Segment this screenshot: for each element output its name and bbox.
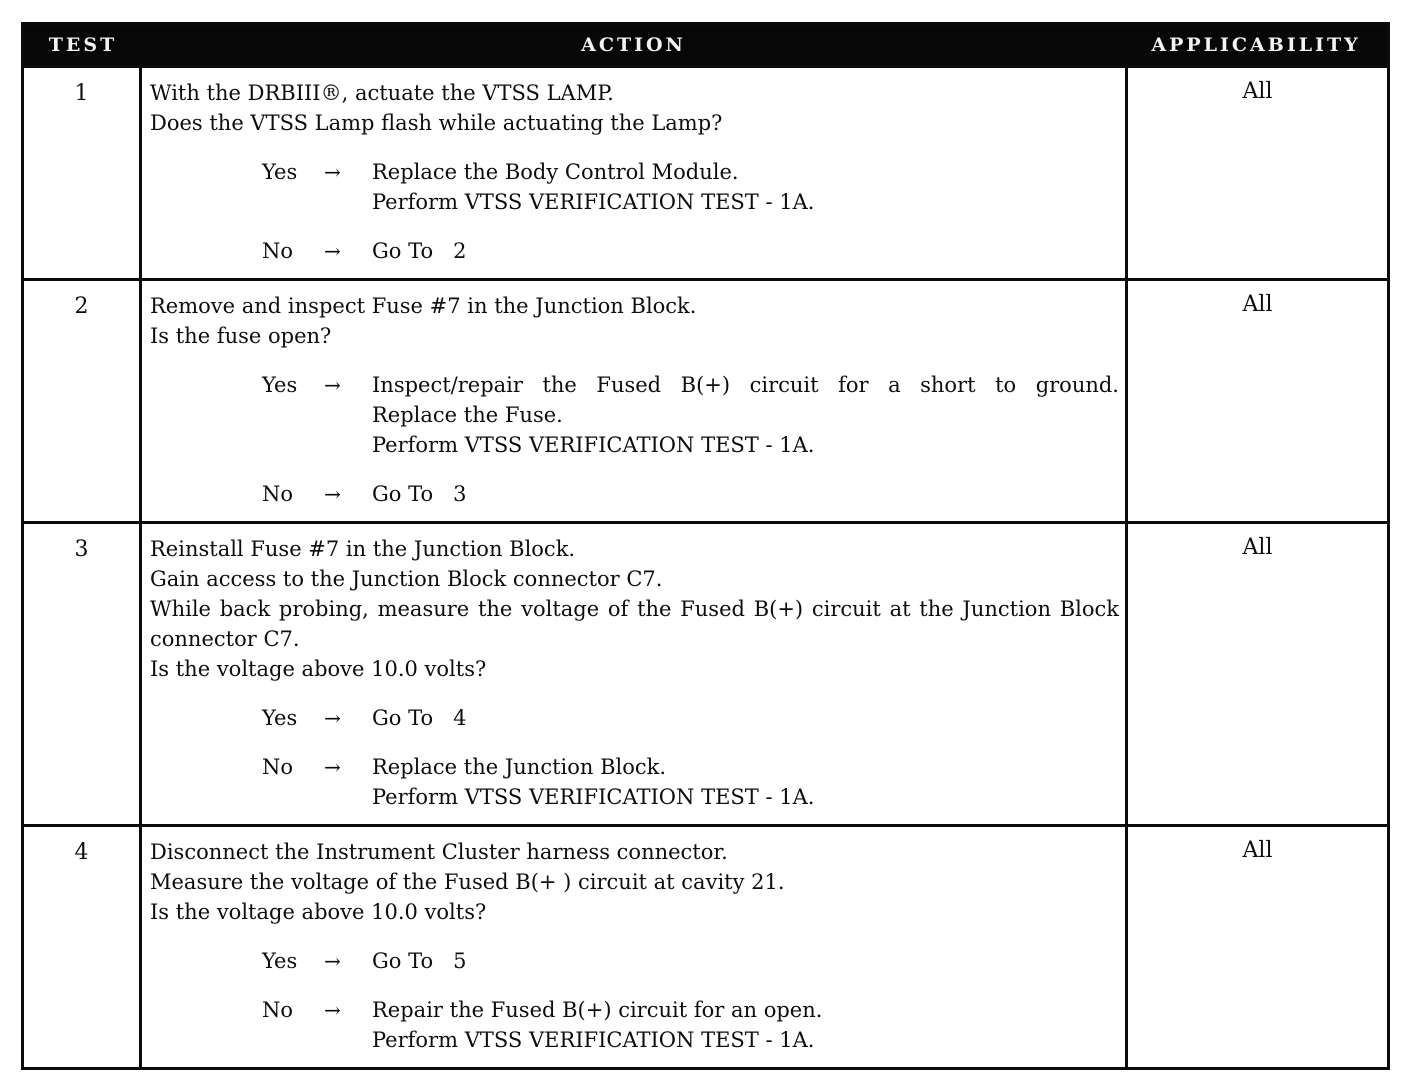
action-cell: With the DRBIII®, actuate the VTSS LAMP.…: [142, 68, 1125, 278]
action-line: Measure the voltage of the Fused B(+ ) c…: [150, 870, 785, 894]
decision-results: Go To 2: [372, 236, 1119, 266]
decision-results: Go To 5: [372, 946, 1119, 976]
decision-label: Yes: [262, 706, 298, 730]
action-line: Is the voltage above 10.0 volts?: [150, 657, 487, 681]
action-line: Remove and inspect Fuse #7 in the Juncti…: [150, 294, 697, 318]
table-header-row: TEST ACTION APPLICABILITY: [24, 25, 1387, 65]
action-line: Reinstall Fuse #7 in the Junction Block.: [150, 537, 576, 561]
column-header-action: ACTION: [581, 34, 686, 56]
decision-result-line: Perform VTSS VERIFICATION TEST - 1A.: [372, 190, 815, 214]
applicability-value: All: [1125, 68, 1387, 278]
decision-result-line: Replace the Body Control Module.: [372, 160, 739, 184]
decision-result-line: Go To 2: [372, 239, 467, 263]
applicability-value: All: [1125, 281, 1387, 521]
test-number: 4: [24, 827, 142, 1067]
decision-yes: Yes → Replace the Body Control Module. P…: [262, 157, 1119, 217]
decision-no: No → Repair the Fused B(+) circuit for a…: [262, 995, 1119, 1055]
decision-result-line: Go To 5: [372, 949, 467, 973]
decision-yes: Yes → Inspect/repair the Fused B(+) circ…: [262, 370, 1119, 460]
decision-result-line: Inspect/repair the Fused B(+) circuit fo…: [372, 373, 1119, 397]
decision-no: No → Go To 3: [262, 479, 1119, 509]
decision-results: Replace the Junction Block. Perform VTSS…: [372, 752, 1119, 812]
decision-results: Go To 4: [372, 703, 1119, 733]
decision-no: No → Go To 2: [262, 236, 1119, 266]
decision-label: Yes: [262, 160, 298, 184]
decision-result-line: Perform VTSS VERIFICATION TEST - 1A.: [372, 1028, 815, 1052]
decision-yes: Yes → Go To 5: [262, 946, 1119, 976]
action-line: Gain access to the Junction Block connec…: [150, 567, 663, 591]
decision-yes: Yes → Go To 4: [262, 703, 1119, 733]
action-cell: Remove and inspect Fuse #7 in the Juncti…: [142, 281, 1125, 521]
table-row: 3 Reinstall Fuse #7 in the Junction Bloc…: [24, 521, 1387, 824]
decision-no: No → Replace the Junction Block. Perform…: [262, 752, 1119, 812]
action-line: With the DRBIII®, actuate the VTSS LAMP.: [150, 81, 614, 105]
action-line: Is the voltage above 10.0 volts?: [150, 900, 487, 924]
applicability-value: All: [1125, 827, 1387, 1067]
decision-label: No: [262, 482, 294, 506]
table-row: 4 Disconnect the Instrument Cluster harn…: [24, 824, 1387, 1067]
applicability-value: All: [1125, 524, 1387, 824]
decision-result-line: Perform VTSS VERIFICATION TEST - 1A.: [372, 433, 815, 457]
decision-results: Repair the Fused B(+) circuit for an ope…: [372, 995, 1119, 1055]
decision-result-line: Repair the Fused B(+) circuit for an ope…: [372, 998, 823, 1022]
arrow-right-icon: →: [324, 160, 341, 184]
decision-label: No: [262, 239, 294, 263]
action-cell: Reinstall Fuse #7 in the Junction Block.…: [142, 524, 1125, 824]
decision-results: Inspect/repair the Fused B(+) circuit fo…: [372, 370, 1119, 460]
action-line: Is the fuse open?: [150, 324, 332, 348]
decision-results: Replace the Body Control Module. Perform…: [372, 157, 1119, 217]
test-number: 3: [24, 524, 142, 824]
test-number: 2: [24, 281, 142, 521]
action-line: Disconnect the Instrument Cluster harnes…: [150, 840, 728, 864]
decision-result-line: Replace the Fuse.: [372, 403, 563, 427]
decision-result-line: Go To 4: [372, 706, 467, 730]
decision-label: Yes: [262, 373, 298, 397]
column-header-applicability: APPLICABILITY: [1151, 34, 1361, 56]
table-row: 1 With the DRBIII®, actuate the VTSS LAM…: [24, 65, 1387, 278]
decision-result-line: Replace the Junction Block.: [372, 755, 667, 779]
test-number: 1: [24, 68, 142, 278]
arrow-right-icon: →: [324, 998, 341, 1022]
arrow-right-icon: →: [324, 239, 341, 263]
column-header-test: TEST: [48, 34, 118, 56]
diagnostic-test-table: TEST ACTION APPLICABILITY 1 With the DRB…: [21, 22, 1390, 1070]
action-line: While back probing, measure the voltage …: [150, 597, 1119, 651]
arrow-right-icon: →: [324, 482, 341, 506]
decision-label: Yes: [262, 949, 298, 973]
decision-results: Go To 3: [372, 479, 1119, 509]
arrow-right-icon: →: [324, 755, 341, 779]
decision-result-line: Go To 3: [372, 482, 467, 506]
arrow-right-icon: →: [324, 706, 341, 730]
decision-label: No: [262, 998, 294, 1022]
decision-label: No: [262, 755, 294, 779]
action-cell: Disconnect the Instrument Cluster harnes…: [142, 827, 1125, 1067]
decision-result-line: Perform VTSS VERIFICATION TEST - 1A.: [372, 785, 815, 809]
arrow-right-icon: →: [324, 373, 341, 397]
action-line: Does the VTSS Lamp flash while actuating…: [150, 111, 723, 135]
arrow-right-icon: →: [324, 949, 341, 973]
table-row: 2 Remove and inspect Fuse #7 in the Junc…: [24, 278, 1387, 521]
